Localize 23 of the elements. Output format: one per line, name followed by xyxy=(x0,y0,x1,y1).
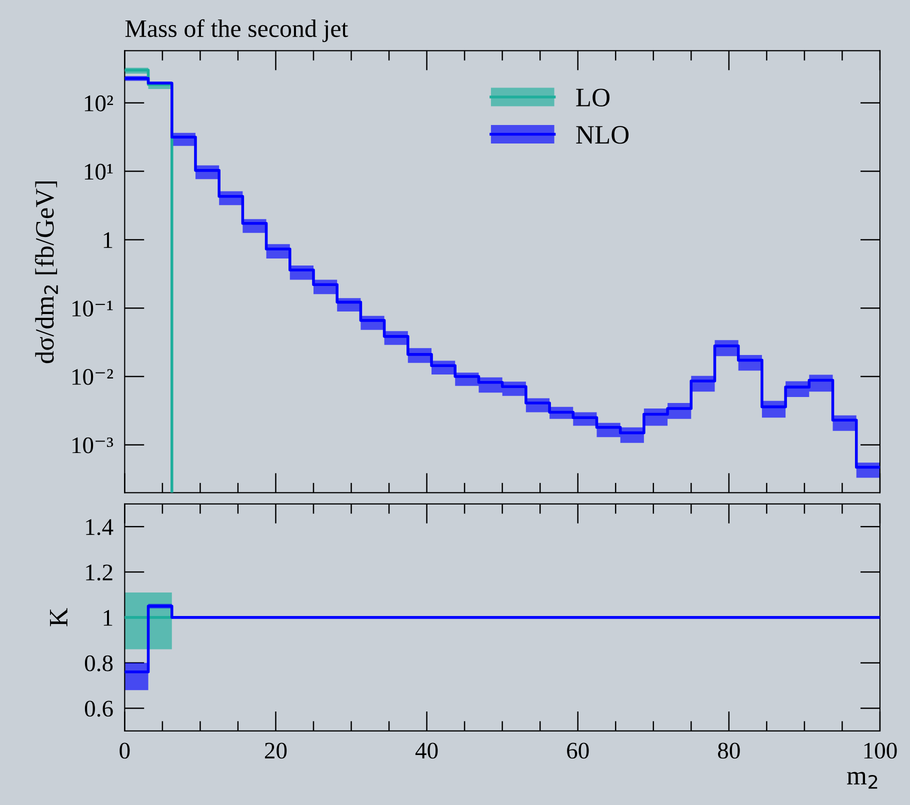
y-tick-label: 10⁻³ xyxy=(72,437,114,454)
x-axis-title: m$_{2}$ xyxy=(847,772,878,789)
chart-title: Mass of the second jet xyxy=(125,19,348,42)
x-tick-label: 0 xyxy=(120,742,130,759)
x-tick-label: 20 xyxy=(264,742,287,759)
y-tick-label: 1.4 xyxy=(86,519,114,536)
y-tick-label: 1.2 xyxy=(86,564,112,581)
x-tick-label: 100 xyxy=(864,742,897,759)
y-tick-label: 0.6 xyxy=(84,700,113,717)
legend-label: LO xyxy=(576,88,610,106)
y-tick-label: 10⁻² xyxy=(72,368,114,385)
x-tick-label: 60 xyxy=(567,742,589,759)
y-tick-label: 10¹ xyxy=(84,164,113,180)
legend-label: NLO xyxy=(576,126,629,144)
y-tick-label: 0.8 xyxy=(84,655,113,672)
y-tick-label: 10⁻¹ xyxy=(72,300,113,317)
y-tick-label: 10² xyxy=(84,95,114,112)
y-axis-title: dσ/dm$_{2}$ [fb/GeV] xyxy=(34,181,58,364)
y-tick-label: 1 xyxy=(104,232,112,248)
y-tick-label: 1 xyxy=(104,610,112,626)
x-tick-label: 80 xyxy=(718,742,740,759)
y-axis-title: K xyxy=(50,608,68,626)
x-tick-label: 40 xyxy=(415,742,438,759)
